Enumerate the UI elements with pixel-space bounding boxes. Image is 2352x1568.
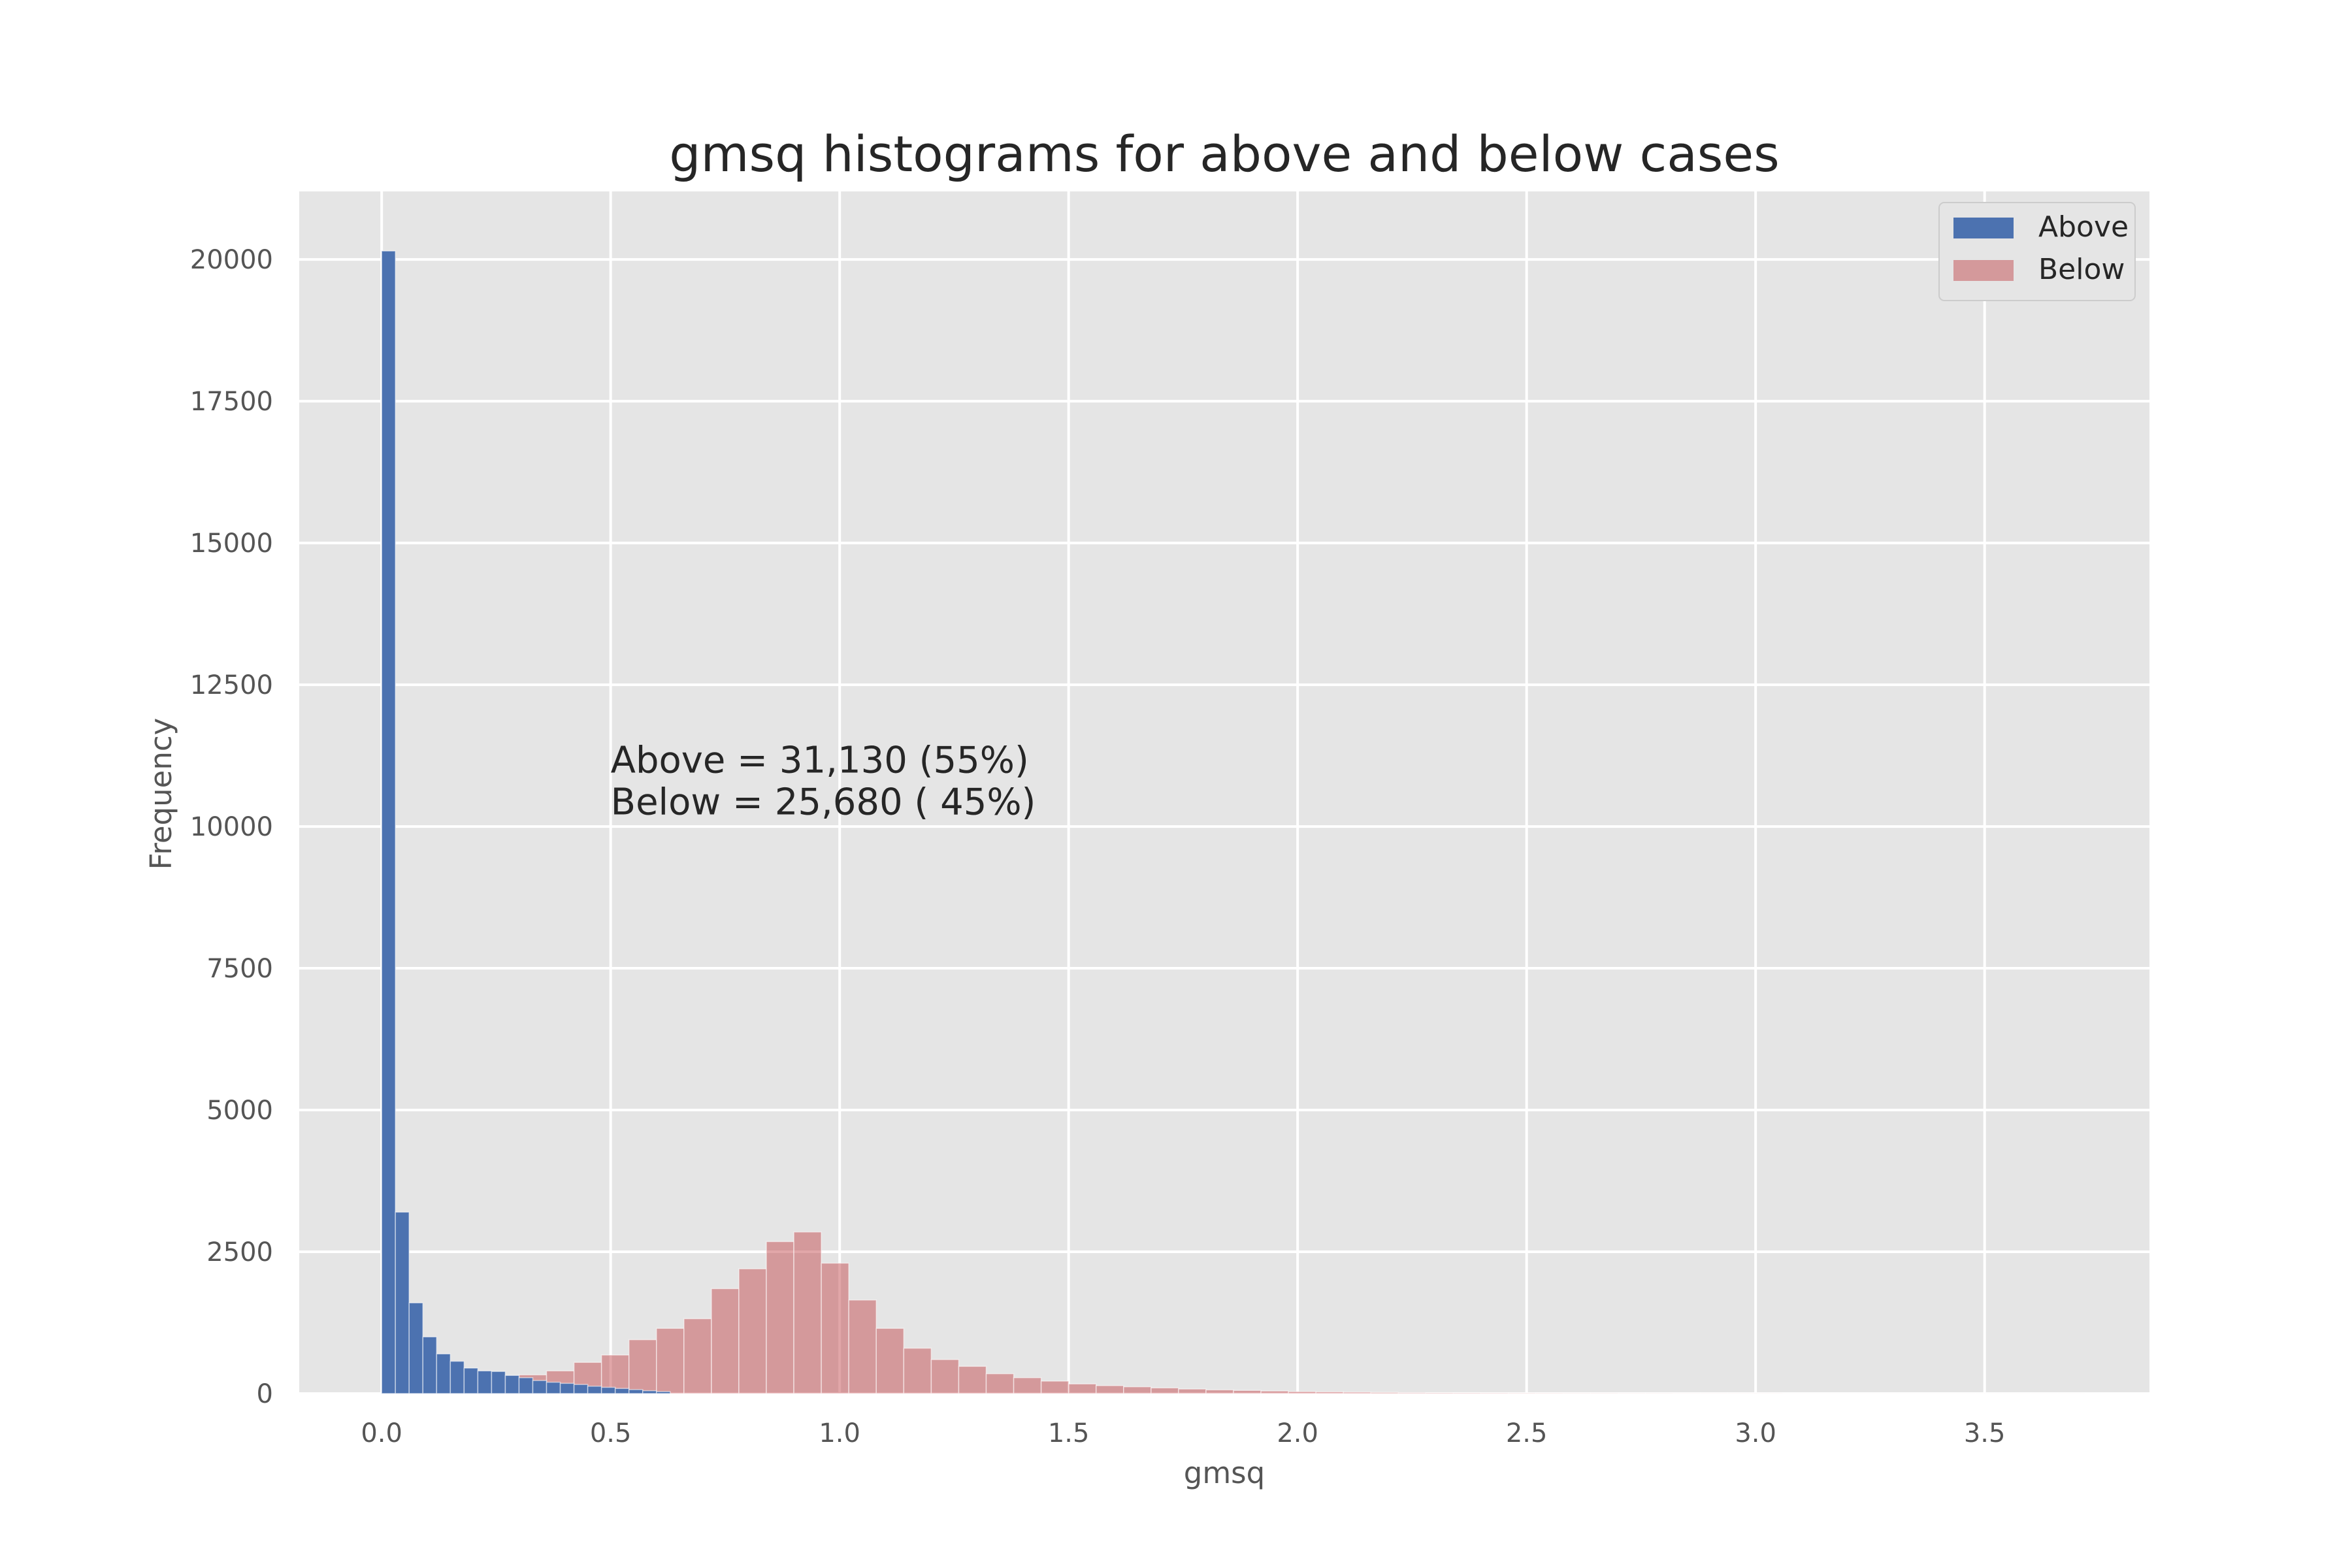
below-bar — [985, 1373, 1015, 1394]
x-tick-labels: 0.0 0.5 1.0 1.5 2.0 2.5 3.0 3.5 — [361, 1418, 2005, 1448]
above-series-bars — [381, 250, 671, 1394]
x-axis-label: gmsq — [1184, 1456, 1265, 1490]
y-tick-label: 7500 — [206, 954, 273, 984]
x-tick-label: 0.0 — [361, 1418, 402, 1448]
x-tick-label: 3.0 — [1735, 1418, 1776, 1448]
below-bar — [958, 1365, 987, 1394]
above-bar — [449, 1360, 465, 1394]
below-bar — [1205, 1389, 1234, 1394]
y-tick-label: 2500 — [206, 1237, 273, 1267]
below-bar — [1452, 1392, 1482, 1394]
above-bar — [656, 1391, 671, 1394]
above-bar — [504, 1375, 520, 1394]
below-bar — [1151, 1387, 1179, 1394]
above-bar — [532, 1380, 547, 1394]
annotation-above-count: Above = 31,130 (55%) — [611, 740, 1029, 782]
above-bar — [518, 1377, 534, 1394]
below-bar — [903, 1347, 932, 1394]
legend-swatch-above — [1953, 218, 2014, 238]
x-tick-label: 0.5 — [590, 1418, 632, 1448]
below-bar — [1013, 1377, 1042, 1394]
below-bar — [1425, 1392, 1454, 1394]
y-tick-label: 0 — [257, 1379, 273, 1409]
above-bar — [559, 1382, 575, 1394]
y-tick-label: 20000 — [190, 245, 273, 275]
below-bar — [683, 1318, 712, 1394]
y-tick-label: 17500 — [190, 387, 273, 417]
above-bar — [477, 1370, 493, 1394]
below-bar — [1370, 1392, 1399, 1394]
below-bar — [930, 1359, 960, 1394]
above-bar — [491, 1371, 506, 1394]
below-bar — [628, 1339, 657, 1394]
above-bar — [628, 1389, 644, 1394]
above-bar — [642, 1390, 657, 1394]
below-bar — [1288, 1391, 1316, 1394]
chart-title: gmsq histograms for above and below case… — [669, 125, 1780, 183]
below-bar — [738, 1268, 767, 1394]
above-bar — [436, 1353, 451, 1394]
below-bar — [1233, 1390, 1262, 1394]
y-axis-label: Frequency — [144, 718, 178, 870]
below-bar — [1480, 1392, 1509, 1394]
y-tick-label: 10000 — [190, 812, 273, 842]
x-tick-label: 3.5 — [1964, 1418, 2006, 1448]
below-bar — [1343, 1392, 1372, 1394]
legend-label-below: Below — [2038, 253, 2125, 286]
below-bar — [1507, 1392, 1537, 1394]
y-tick-label: 15000 — [190, 529, 273, 559]
below-bar — [1068, 1383, 1097, 1394]
above-bar — [408, 1302, 424, 1394]
below-bar — [1040, 1380, 1070, 1394]
above-bar — [546, 1381, 561, 1394]
below-bar — [656, 1328, 685, 1394]
x-tick-label: 2.0 — [1277, 1418, 1318, 1448]
above-bar — [587, 1385, 602, 1394]
x-tick-label: 2.5 — [1506, 1418, 1548, 1448]
above-bar — [395, 1211, 410, 1394]
above-bar — [422, 1336, 438, 1394]
below-bar — [821, 1262, 849, 1394]
below-bar — [875, 1328, 905, 1394]
below-bar — [766, 1241, 794, 1394]
plot-area — [299, 191, 2149, 1394]
x-tick-label: 1.0 — [819, 1418, 860, 1448]
y-tick-labels: 0 2500 5000 7500 10000 12500 15000 17500 20000 — [190, 245, 273, 1409]
below-bar — [1178, 1388, 1207, 1394]
above-bar — [381, 250, 396, 1394]
count-annotation: Above = 31,130 (55%) Below = 25,680 ( 45… — [611, 740, 1036, 824]
above-bar — [614, 1388, 630, 1394]
below-bar — [1095, 1385, 1124, 1394]
below-bar — [711, 1288, 740, 1394]
annotation-below-count: Below = 25,680 ( 45%) — [611, 781, 1036, 824]
above-bar — [600, 1386, 616, 1394]
below-bar — [1315, 1391, 1345, 1394]
y-tick-label: 5000 — [206, 1096, 273, 1126]
legend-swatch-below — [1953, 260, 2014, 281]
legend-label-above: Above — [2038, 210, 2129, 244]
below-bar — [1123, 1386, 1152, 1394]
below-bar — [793, 1231, 822, 1394]
below-bar — [1260, 1390, 1289, 1394]
below-bar — [848, 1299, 877, 1394]
below-series-bars — [381, 1231, 2086, 1394]
above-bar — [463, 1367, 479, 1394]
above-bar — [573, 1384, 589, 1394]
x-tick-label: 1.5 — [1048, 1418, 1090, 1448]
below-bar — [1397, 1392, 1427, 1394]
y-tick-label: 12500 — [190, 670, 273, 700]
legend: Above Below — [1938, 202, 2136, 301]
